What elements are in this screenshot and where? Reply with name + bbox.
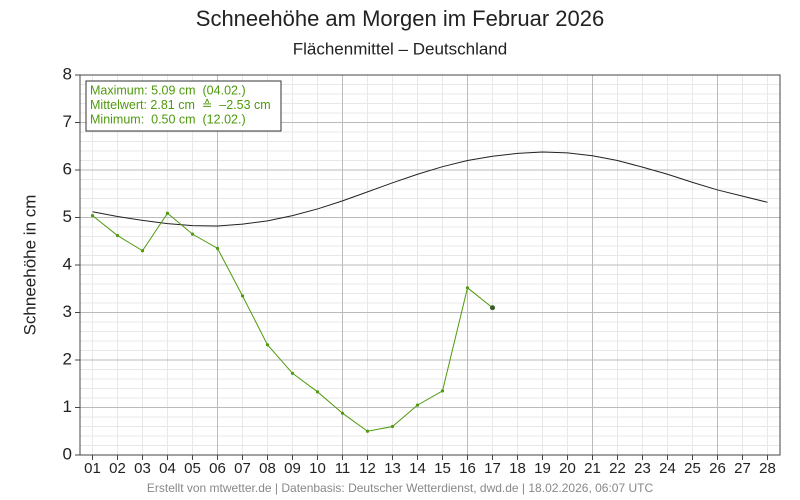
x-tick-label: 26 [709,460,726,477]
y-tick-label: 1 [63,397,72,416]
plot-border [79,74,781,456]
x-tick-label: 04 [159,460,176,477]
x-tick-label: 07 [234,460,251,477]
data-point [90,214,95,218]
annotation: Mittelwert: 2.81 cm ≙ –2.53 cm [90,98,271,112]
info-box [85,80,282,132]
data-point [365,429,370,433]
y-tick-label: 8 [63,64,72,83]
x-tick-label: 11 [335,460,351,477]
x-tick-label: 22 [609,460,626,477]
x-tick-label: 19 [534,460,551,477]
x-tick-label: 27 [734,460,751,477]
y-axis-label: Schneehöhe in cm [20,195,39,336]
y-tick-label: 2 [63,349,72,368]
data-point [490,305,495,311]
x-tick-label: 09 [284,460,301,477]
x-tick-label: 17 [484,460,501,477]
data-point [315,390,320,394]
x-tick-label: 03 [134,460,151,477]
data-point [465,286,470,290]
y-tick-label: 5 [63,207,72,226]
chart-title: Schneehöhe am Morgen im Februar 2026 [196,6,604,31]
data-point [415,403,420,407]
data-point [240,294,245,298]
x-tick-label: 23 [634,460,651,477]
x-tick-label: 18 [509,460,526,477]
data-point [215,246,220,250]
x-tick-label: 25 [684,460,701,477]
y-tick-label: 6 [63,159,72,178]
x-tick-label: 08 [259,460,276,477]
x-tick-label: 06 [209,460,226,477]
x-tick-label: 28 [759,460,776,477]
data-point [440,389,445,393]
x-tick-label: 15 [434,460,451,477]
data-point [165,211,170,215]
x-tick-label: 01 [84,460,101,477]
x-tick-label: 20 [559,460,576,477]
x-tick-label: 02 [109,460,126,477]
x-tick-label: 12 [359,460,376,477]
data-point [340,411,345,415]
data-point [115,233,120,238]
x-tick-label: 16 [459,460,476,477]
data-point [140,249,145,253]
x-tick-label: 21 [584,460,601,477]
y-tick-label: 0 [63,444,72,463]
x-tick-label: 05 [184,460,201,477]
x-tick-label: 24 [659,460,676,477]
data-point [390,424,395,429]
footer: Erstellt von mtwetter.de | Datenbasis: D… [147,481,654,495]
x-tick-label: 13 [384,460,401,477]
y-tick-label: 4 [63,254,72,273]
data-point [265,343,270,347]
annotation: Minimum: 0.50 cm (12.02.) [90,112,246,126]
x-tick-label: 10 [309,460,326,477]
y-tick-label: 7 [63,112,72,131]
series-line [92,151,768,227]
y-tick-label: 3 [63,302,72,321]
annotation: Maximum: 5.09 cm (04.02.) [90,83,246,97]
data-point [290,371,295,375]
x-tick-label: 14 [409,460,426,477]
data-point [190,232,195,236]
chart-subtitle: Flächenmittel – Deutschland [293,39,508,58]
